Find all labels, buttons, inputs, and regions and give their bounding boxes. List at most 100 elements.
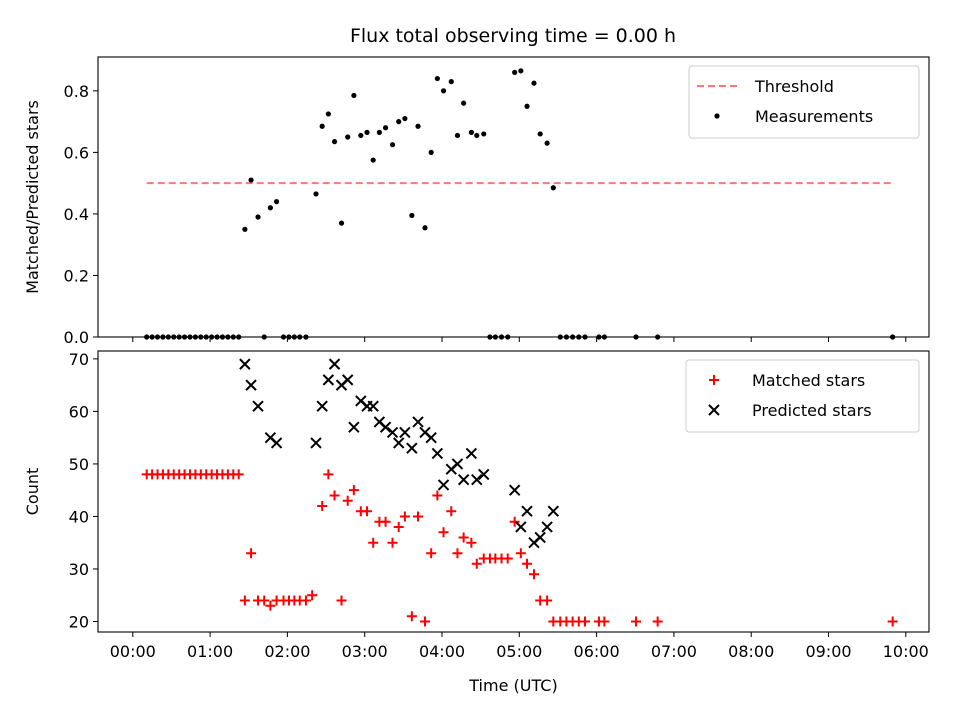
matched-point bbox=[887, 616, 898, 627]
matched-point bbox=[368, 537, 379, 548]
measurement-point bbox=[370, 157, 376, 163]
matched-point bbox=[471, 558, 482, 569]
predicted-point bbox=[316, 400, 328, 412]
measurement-point bbox=[389, 142, 396, 148]
measurement-point bbox=[267, 205, 273, 211]
matched-point bbox=[580, 616, 591, 627]
measurement-point bbox=[364, 129, 370, 135]
legend-box bbox=[688, 65, 920, 139]
measurement-point bbox=[422, 225, 428, 231]
predicted-point bbox=[478, 468, 490, 481]
series-matched-stars bbox=[141, 469, 898, 627]
matched-point bbox=[329, 490, 340, 501]
predicted-point bbox=[270, 437, 283, 449]
predicted-point bbox=[239, 358, 251, 370]
y-tick-label: 20 bbox=[69, 612, 89, 631]
legend-label: Measurements bbox=[755, 107, 873, 126]
predicted-point bbox=[541, 521, 553, 533]
measurement-point bbox=[454, 132, 461, 139]
measurement-point bbox=[415, 123, 421, 129]
measurement-point bbox=[434, 75, 440, 82]
predicted-point bbox=[412, 416, 424, 428]
axes-frame bbox=[97, 350, 930, 633]
measurement-point bbox=[325, 111, 331, 117]
y-tick-label: 70 bbox=[69, 350, 89, 369]
matched-point bbox=[631, 616, 642, 627]
predicted-point bbox=[465, 447, 478, 460]
series-predicted-stars bbox=[239, 358, 560, 549]
x-tick-label: 10:00 bbox=[883, 642, 929, 661]
measurement-point bbox=[313, 191, 319, 197]
measurement-point bbox=[255, 214, 261, 220]
y-axis-label: Count bbox=[23, 468, 42, 516]
y-tick-label: 50 bbox=[69, 455, 89, 474]
measurement-point bbox=[409, 212, 415, 219]
legend-predicted-handle bbox=[708, 404, 720, 416]
measurement-point bbox=[242, 226, 248, 232]
predicted-point bbox=[437, 479, 450, 491]
y-tick-label: 60 bbox=[69, 402, 89, 421]
measurement-point bbox=[358, 132, 364, 139]
legend: Threshold Measurements bbox=[688, 65, 920, 139]
predicted-point bbox=[379, 421, 392, 433]
matched-point bbox=[426, 548, 437, 559]
y-tick-label: 0.2 bbox=[64, 266, 89, 285]
measurement-point bbox=[382, 125, 389, 131]
x-tick-label: 03:00 bbox=[342, 642, 388, 661]
predicted-point bbox=[386, 426, 399, 439]
matched-point bbox=[458, 532, 469, 543]
matched-point bbox=[509, 516, 520, 527]
matched-point bbox=[259, 595, 270, 606]
measurement-point bbox=[351, 92, 357, 99]
matched-point bbox=[432, 490, 443, 501]
matched-point bbox=[399, 511, 410, 522]
matched-point bbox=[265, 600, 276, 611]
matched-point bbox=[362, 506, 373, 517]
measurement-point bbox=[481, 131, 487, 137]
predicted-point bbox=[399, 426, 411, 439]
predicted-point bbox=[471, 473, 483, 486]
y-tick-label: 0.8 bbox=[64, 82, 89, 101]
top-panel: 0.0 0.2 0.4 0.6 0.8 Matched/Predicted stars Th… bbox=[23, 56, 930, 347]
measurement-point bbox=[461, 100, 467, 106]
y-tick-label: 0.4 bbox=[64, 205, 89, 224]
legend: Matched stars Predicted stars bbox=[685, 359, 920, 433]
legend-label: Predicted stars bbox=[752, 401, 872, 420]
x-tick-label: 06:00 bbox=[574, 642, 620, 661]
predicted-point bbox=[367, 400, 379, 412]
matched-point bbox=[599, 616, 610, 627]
measurement-point bbox=[345, 134, 351, 140]
measurement-point bbox=[531, 80, 537, 86]
measurement-point bbox=[474, 132, 480, 139]
y-tick-label: 0.6 bbox=[64, 143, 89, 162]
x-tick-label: 02:00 bbox=[264, 642, 310, 661]
matched-point bbox=[380, 516, 391, 527]
matched-point bbox=[446, 506, 457, 517]
measurement-point bbox=[544, 140, 550, 146]
x-axis-label: Time (UTC) bbox=[468, 676, 557, 695]
y-tick-label: 0.0 bbox=[64, 328, 89, 347]
measurement-point bbox=[428, 149, 434, 155]
legend-matched-handle bbox=[709, 375, 719, 385]
x-tick-label: 00:00 bbox=[110, 642, 156, 661]
matched-point bbox=[515, 548, 526, 559]
measurement-point bbox=[512, 69, 518, 75]
y-axis-label: Matched/Predicted stars bbox=[23, 100, 42, 294]
predicted-point bbox=[451, 458, 464, 470]
matched-point bbox=[239, 595, 250, 606]
matched-point bbox=[300, 595, 311, 606]
legend-label: Threshold bbox=[754, 77, 834, 96]
measurement-point bbox=[537, 131, 543, 137]
matched-point bbox=[307, 590, 318, 601]
predicted-point bbox=[245, 379, 257, 391]
matched-point bbox=[528, 569, 539, 580]
measurement-point bbox=[402, 115, 408, 122]
matched-point bbox=[542, 595, 553, 606]
measurement-point bbox=[396, 119, 402, 125]
predicted-point bbox=[406, 442, 418, 454]
legend-box bbox=[685, 359, 920, 433]
matched-point bbox=[438, 527, 449, 538]
y-tick-label: 30 bbox=[69, 560, 89, 579]
predicted-point bbox=[534, 531, 546, 544]
